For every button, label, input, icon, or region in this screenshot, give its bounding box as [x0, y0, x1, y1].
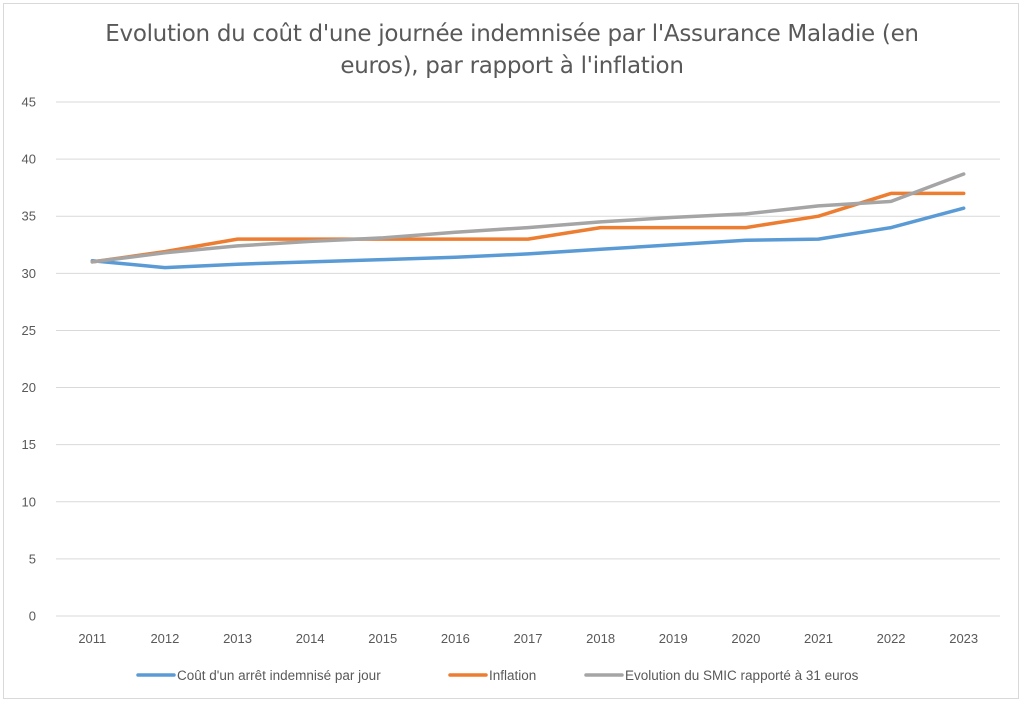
y-tick-label: 0 — [29, 609, 36, 624]
y-tick-label: 25 — [22, 323, 36, 338]
y-tick-label: 5 — [29, 551, 36, 566]
y-tick-label: 40 — [22, 152, 36, 167]
legend-label-1: Coût d'un arrêt indemnisé par jour — [177, 668, 381, 683]
chart-title-line-1: Evolution du coût d'une journée indemnis… — [105, 21, 919, 47]
x-tick-label: 2017 — [514, 631, 543, 646]
x-tick-label: 2015 — [368, 631, 397, 646]
x-tick-label: 2014 — [296, 631, 325, 646]
y-tick-label: 45 — [22, 95, 36, 110]
x-tick-label: 2020 — [731, 631, 760, 646]
chart-title: Evolution du coût d'une journée indemnis… — [4, 18, 1020, 82]
x-tick-label: 2022 — [877, 631, 906, 646]
y-tick-label: 35 — [22, 209, 36, 224]
y-tick-label: 30 — [22, 266, 36, 281]
x-tick-label: 2011 — [78, 631, 106, 646]
y-tick-label: 20 — [22, 380, 36, 395]
x-tick-label: 2019 — [659, 631, 688, 646]
legend-label-2: Inflation — [489, 668, 536, 683]
x-tick-label: 2018 — [586, 631, 615, 646]
x-tick-label: 2016 — [441, 631, 470, 646]
series-line-3 — [90, 172, 966, 264]
series-line-2 — [90, 191, 966, 264]
y-tick-label: 15 — [22, 437, 36, 452]
x-tick-label: 2023 — [949, 631, 978, 646]
legend-label-3: Evolution du SMIC rapporté à 31 euros — [625, 668, 859, 683]
series-line-1 — [90, 206, 966, 270]
x-tick-label: 2013 — [223, 631, 252, 646]
y-tick-label: 10 — [22, 494, 36, 509]
chart-title-line-2: euros), par rapport à l'inflation — [340, 53, 684, 79]
x-tick-label: 2021 — [804, 631, 833, 646]
x-tick-label: 2012 — [150, 631, 179, 646]
chart-frame: Evolution du coût d'une journée indemnis… — [3, 3, 1019, 699]
